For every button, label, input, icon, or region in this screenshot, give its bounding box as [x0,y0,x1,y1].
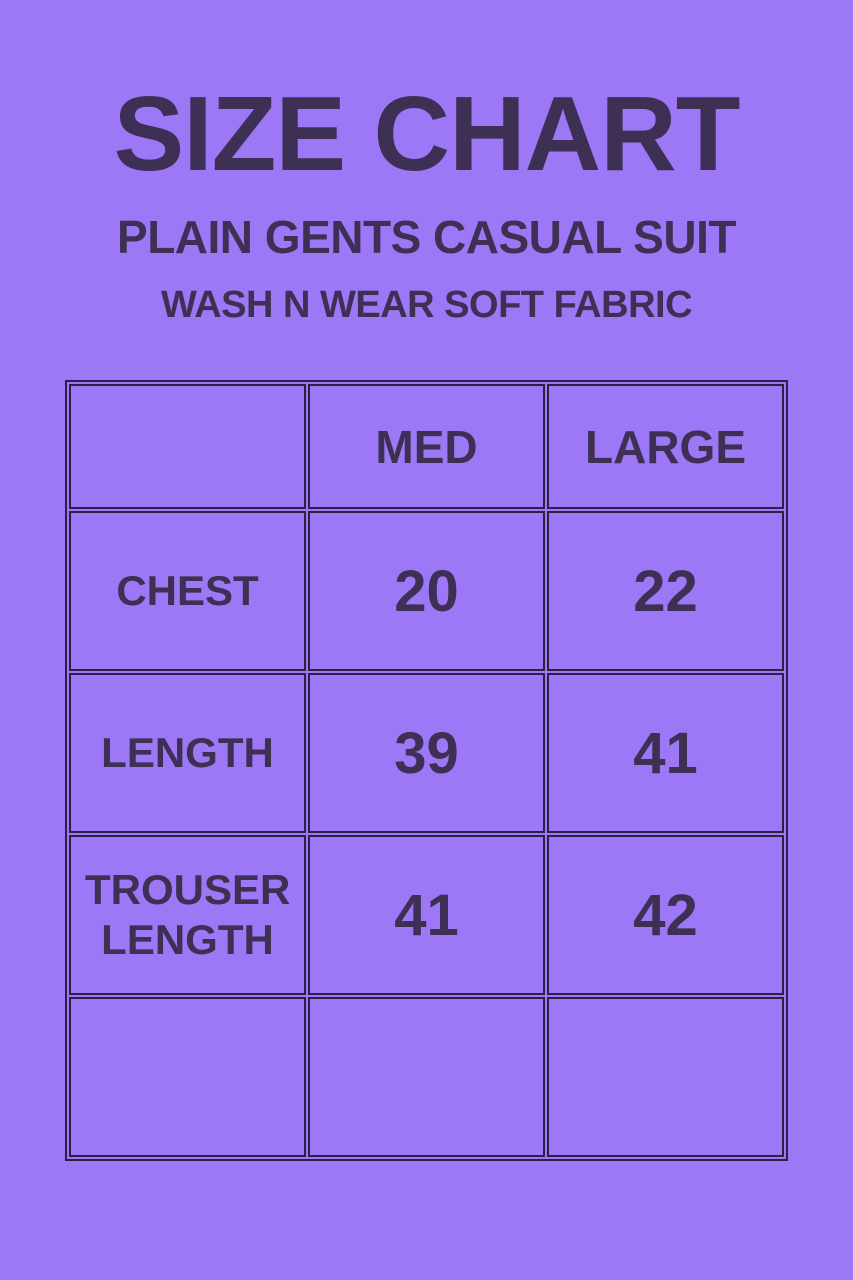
corner-cell [69,384,306,510]
cell-chest-large: 22 [547,511,784,672]
row-label-trouser-length: TROUSER LENGTH [69,835,306,996]
size-table: MED LARGE CHEST 20 22 LENGTH 39 41 TROUS… [65,380,788,1162]
cell-trouser-med: 41 [308,835,545,996]
cell-empty-large [547,997,784,1158]
cell-length-large: 41 [547,673,784,834]
fabric-tagline: WASH N WEAR SOFT FABRIC [160,284,693,327]
product-subtitle: PLAIN GENTS CASUAL SUIT [117,211,736,264]
cell-length-med: 39 [308,673,545,834]
size-chart-poster: SIZE CHART PLAIN GENTS CASUAL SUIT WASH … [0,80,853,1280]
table-row-empty [69,997,784,1158]
table-row-trouser-length: TROUSER LENGTH 41 42 [69,835,784,996]
row-label-empty [69,997,306,1158]
row-label-length: LENGTH [69,673,306,834]
table-row-chest: CHEST 20 22 [69,511,784,672]
cell-empty-med [308,997,545,1158]
table-row-length: LENGTH 39 41 [69,673,784,834]
column-header-med: MED [308,384,545,510]
page-title: SIZE CHART [113,75,741,193]
row-label-chest: CHEST [69,511,306,672]
cell-chest-med: 20 [308,511,545,672]
table-header-row: MED LARGE [69,384,784,510]
column-header-large: LARGE [547,384,784,510]
cell-trouser-large: 42 [547,835,784,996]
